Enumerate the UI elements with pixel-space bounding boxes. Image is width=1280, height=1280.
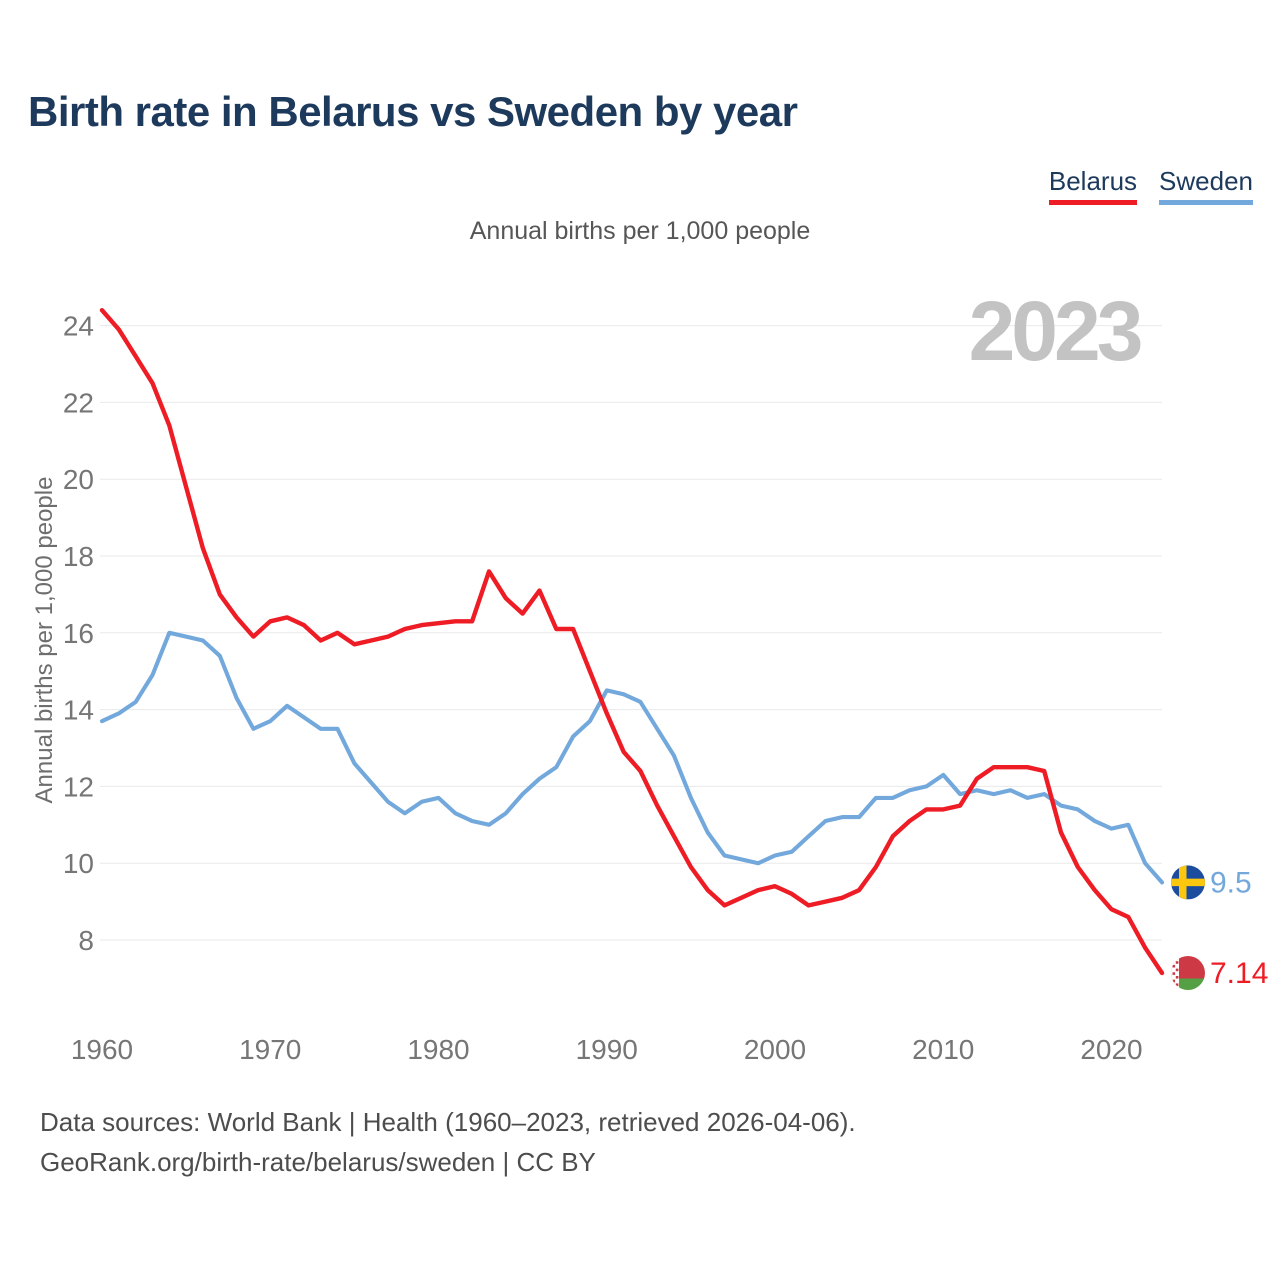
- y-tick-label: 14: [63, 695, 94, 726]
- legend-item-belarus[interactable]: Belarus: [1048, 166, 1138, 205]
- page-title: Birth rate in Belarus vs Sweden by year: [28, 88, 798, 135]
- x-tick-label: 1980: [407, 1034, 469, 1065]
- x-tick-label: 2010: [912, 1034, 974, 1065]
- footer-attribution: GeoRank.org/birth-rate/belarus/sweden | …: [40, 1147, 596, 1177]
- legend-underline-sweden: [1159, 200, 1253, 205]
- y-tick-label: 16: [63, 618, 94, 649]
- watermark-year: 2023: [969, 284, 1141, 378]
- x-tick-label: 1990: [576, 1034, 638, 1065]
- footer: Data sources: World Bank | Health (1960–…: [40, 1102, 856, 1182]
- y-tick-label: 20: [63, 464, 94, 495]
- sweden-flag-icon: [1171, 865, 1205, 900]
- legend-label-sweden: Sweden: [1159, 166, 1253, 196]
- sweden-line[interactable]: [99, 630, 1165, 885]
- belarus-line[interactable]: [99, 308, 1165, 976]
- y-tick-label: 10: [63, 848, 94, 879]
- y-tick-label: 12: [63, 771, 94, 802]
- legend-item-sweden[interactable]: Sweden: [1159, 166, 1253, 205]
- legend: Belarus Sweden: [1048, 166, 1253, 205]
- footer-data-sources: Data sources: World Bank | Health (1960–…: [40, 1107, 856, 1137]
- y-tick-label: 22: [63, 387, 94, 418]
- belarus-flag-icon: [1171, 956, 1205, 990]
- chart-subtitle: Annual births per 1,000 people: [469, 217, 811, 245]
- x-tick-label: 1960: [71, 1034, 133, 1065]
- x-tick-label: 2020: [1080, 1034, 1142, 1065]
- x-tick-label: 1970: [239, 1034, 301, 1065]
- y-tick-label: 18: [63, 541, 94, 572]
- belarus-end-value: 7.14: [1210, 957, 1268, 990]
- y-tick-label: 8: [78, 925, 94, 956]
- sweden-end-value: 9.5: [1210, 866, 1252, 899]
- legend-label-belarus: Belarus: [1048, 166, 1138, 196]
- legend-underline-belarus: [1048, 200, 1138, 205]
- y-tick-label: 24: [63, 311, 94, 342]
- x-tick-label: 2000: [744, 1034, 806, 1065]
